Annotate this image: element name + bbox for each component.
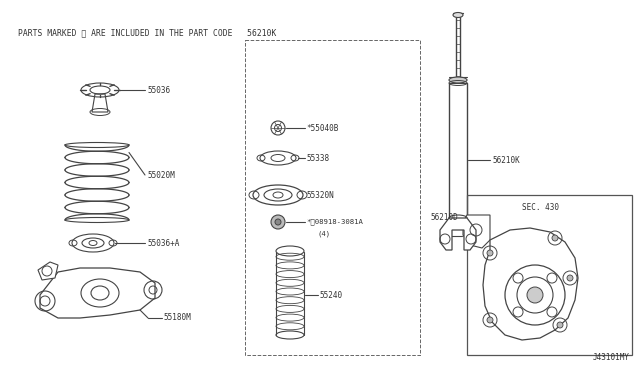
Text: (4): (4) <box>318 231 331 237</box>
Bar <box>467 195 632 355</box>
Circle shape <box>527 287 543 303</box>
Polygon shape <box>38 262 58 280</box>
Circle shape <box>271 215 285 229</box>
Text: 55240: 55240 <box>319 291 342 299</box>
Text: *ⓝ08918-3081A: *ⓝ08918-3081A <box>306 219 363 225</box>
Circle shape <box>487 250 493 256</box>
Text: J43101MY: J43101MY <box>593 353 630 362</box>
Circle shape <box>275 219 281 225</box>
Text: *55040B: *55040B <box>306 124 339 132</box>
Text: 55036+A: 55036+A <box>147 238 179 247</box>
Polygon shape <box>440 218 476 250</box>
Polygon shape <box>483 228 578 340</box>
Polygon shape <box>463 215 490 248</box>
Text: 55180M: 55180M <box>163 314 191 323</box>
Ellipse shape <box>449 77 467 83</box>
Text: 55020M: 55020M <box>147 170 175 180</box>
Text: 55036: 55036 <box>147 86 170 94</box>
Text: 55320N: 55320N <box>306 190 333 199</box>
Text: 55338: 55338 <box>306 154 329 163</box>
Circle shape <box>552 235 558 241</box>
Circle shape <box>487 317 493 323</box>
Text: 56210K: 56210K <box>492 155 520 164</box>
Circle shape <box>557 322 563 328</box>
Text: SEC. 430: SEC. 430 <box>522 202 559 212</box>
Bar <box>245 40 420 355</box>
Circle shape <box>567 275 573 281</box>
Text: PARTS MARKED Ⓒ ARE INCLUDED IN THE PART CODE   56210K: PARTS MARKED Ⓒ ARE INCLUDED IN THE PART … <box>18 28 276 37</box>
Ellipse shape <box>453 13 463 17</box>
Text: 56210D: 56210D <box>430 212 458 221</box>
Polygon shape <box>40 268 155 318</box>
